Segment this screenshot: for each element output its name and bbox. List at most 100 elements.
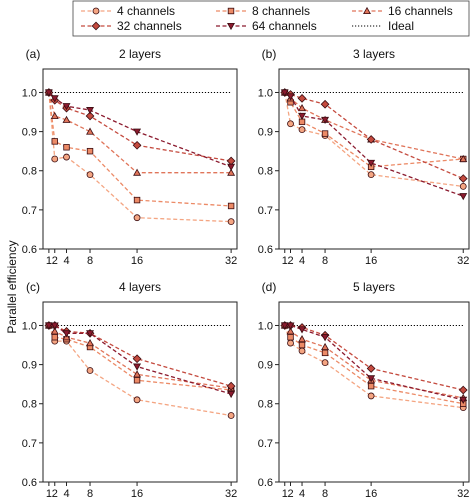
x-tick-label: 8 xyxy=(87,488,93,498)
data-point xyxy=(280,322,289,330)
data-point xyxy=(227,412,235,419)
data-point xyxy=(86,171,94,179)
data-point xyxy=(367,382,375,390)
y-axis-label: Parallel efficiency xyxy=(5,240,19,333)
y-tick-label: 0.6 xyxy=(22,244,37,256)
y-tick-label: 0.7 xyxy=(258,205,273,217)
data-point xyxy=(133,168,142,176)
panel-2-layers: (a) 2 layers 0.6 0.7 0.8 0.9 1.0 1 2 4 8 16 32 xyxy=(22,47,238,267)
plot-frame xyxy=(42,68,238,250)
y-tick-label: 0.9 xyxy=(22,127,37,139)
x-tick-label: 2 xyxy=(287,255,293,267)
legend-item-ideal: Ideal xyxy=(352,19,414,33)
series-64-channels xyxy=(44,322,236,399)
plot-frame xyxy=(278,68,470,250)
x-tick-label: 4 xyxy=(63,255,69,267)
panel-tag: (c) xyxy=(26,280,40,294)
data-point xyxy=(50,95,59,103)
data-point xyxy=(132,140,142,150)
series-32-channels xyxy=(44,88,236,166)
data-point xyxy=(298,126,306,134)
series-64-channels xyxy=(280,89,468,201)
panel-title: 3 layers xyxy=(353,47,395,61)
series-4-channels xyxy=(45,322,235,419)
data-point xyxy=(298,112,307,121)
data-point xyxy=(62,115,71,123)
series-line xyxy=(284,92,464,160)
series-line xyxy=(48,92,232,207)
y-tick-label: 0.6 xyxy=(22,477,37,489)
data-point xyxy=(459,182,467,190)
x-tick-label: 32 xyxy=(225,488,237,498)
series-64-channels xyxy=(280,322,468,404)
data-point xyxy=(367,159,376,168)
data-point xyxy=(51,155,59,163)
data-point xyxy=(287,339,294,347)
series-line xyxy=(48,92,232,174)
legend-label: 4 channels xyxy=(117,4,175,18)
series-line xyxy=(284,324,464,391)
legend-frame xyxy=(72,0,470,37)
legend-item-64-channels: 64 channels xyxy=(216,19,317,33)
x-tick-label: 32 xyxy=(225,255,237,267)
data-point xyxy=(321,349,329,357)
series-line xyxy=(48,324,232,395)
series-16-channels xyxy=(44,321,236,392)
data-point xyxy=(459,396,468,404)
y-tick-label: 0.7 xyxy=(258,438,273,450)
data-point xyxy=(321,342,330,351)
data-point xyxy=(86,330,95,338)
panel-3-layers: (b) 3 layers 0.6 0.7 0.8 0.9 1.0 1 2 4 8 16 32 xyxy=(258,47,470,267)
data-point xyxy=(298,341,306,349)
data-point xyxy=(286,322,295,330)
data-point xyxy=(133,377,141,384)
data-point xyxy=(133,363,142,371)
y-tick-label: 1.0 xyxy=(258,320,273,332)
y-tick-label: 0.9 xyxy=(258,360,273,372)
data-point xyxy=(321,359,329,367)
data-point xyxy=(50,322,59,330)
y-tick-label: 0.9 xyxy=(258,127,273,139)
data-point xyxy=(85,111,95,121)
data-point xyxy=(286,327,295,335)
data-point xyxy=(86,367,94,374)
data-point xyxy=(50,111,59,119)
series-line xyxy=(284,325,464,405)
x-tick-label: 1 xyxy=(46,255,52,267)
series-8-channels xyxy=(281,89,467,171)
data-point xyxy=(286,93,295,101)
data-point xyxy=(366,364,376,373)
panel-tag: (b) xyxy=(262,47,277,61)
x-tick-label: 1 xyxy=(282,255,288,267)
legend-item-16-channels: 16 channels xyxy=(352,4,453,18)
y-tick-label: 0.8 xyxy=(258,166,273,178)
data-point xyxy=(321,334,330,342)
data-point xyxy=(133,396,141,404)
x-tick-label: 8 xyxy=(322,255,328,267)
data-point xyxy=(298,104,307,112)
data-point xyxy=(50,327,59,335)
data-point xyxy=(44,322,53,330)
data-point xyxy=(62,330,71,338)
series-line xyxy=(48,92,232,162)
legend-item-8-channels: 8 channels xyxy=(216,4,310,18)
x-tick-label: 4 xyxy=(299,255,305,267)
legend: 4 channels 8 channels 16 channels 32 channe… xyxy=(72,0,470,37)
data-point xyxy=(227,390,236,399)
x-tick-label: 2 xyxy=(52,488,58,498)
x-tick-label: 4 xyxy=(299,488,305,498)
data-point xyxy=(367,171,375,179)
series-line xyxy=(284,324,464,401)
data-point xyxy=(227,202,235,210)
data-point xyxy=(366,135,376,144)
series-8-channels xyxy=(45,89,235,210)
series-line xyxy=(48,92,232,223)
data-point xyxy=(226,156,236,166)
data-point xyxy=(51,138,58,145)
legend-marker xyxy=(92,7,100,15)
x-tick-label: 2 xyxy=(287,488,293,498)
y-tick-label: 1.0 xyxy=(22,320,37,332)
x-tick-label: 1 xyxy=(282,488,288,498)
